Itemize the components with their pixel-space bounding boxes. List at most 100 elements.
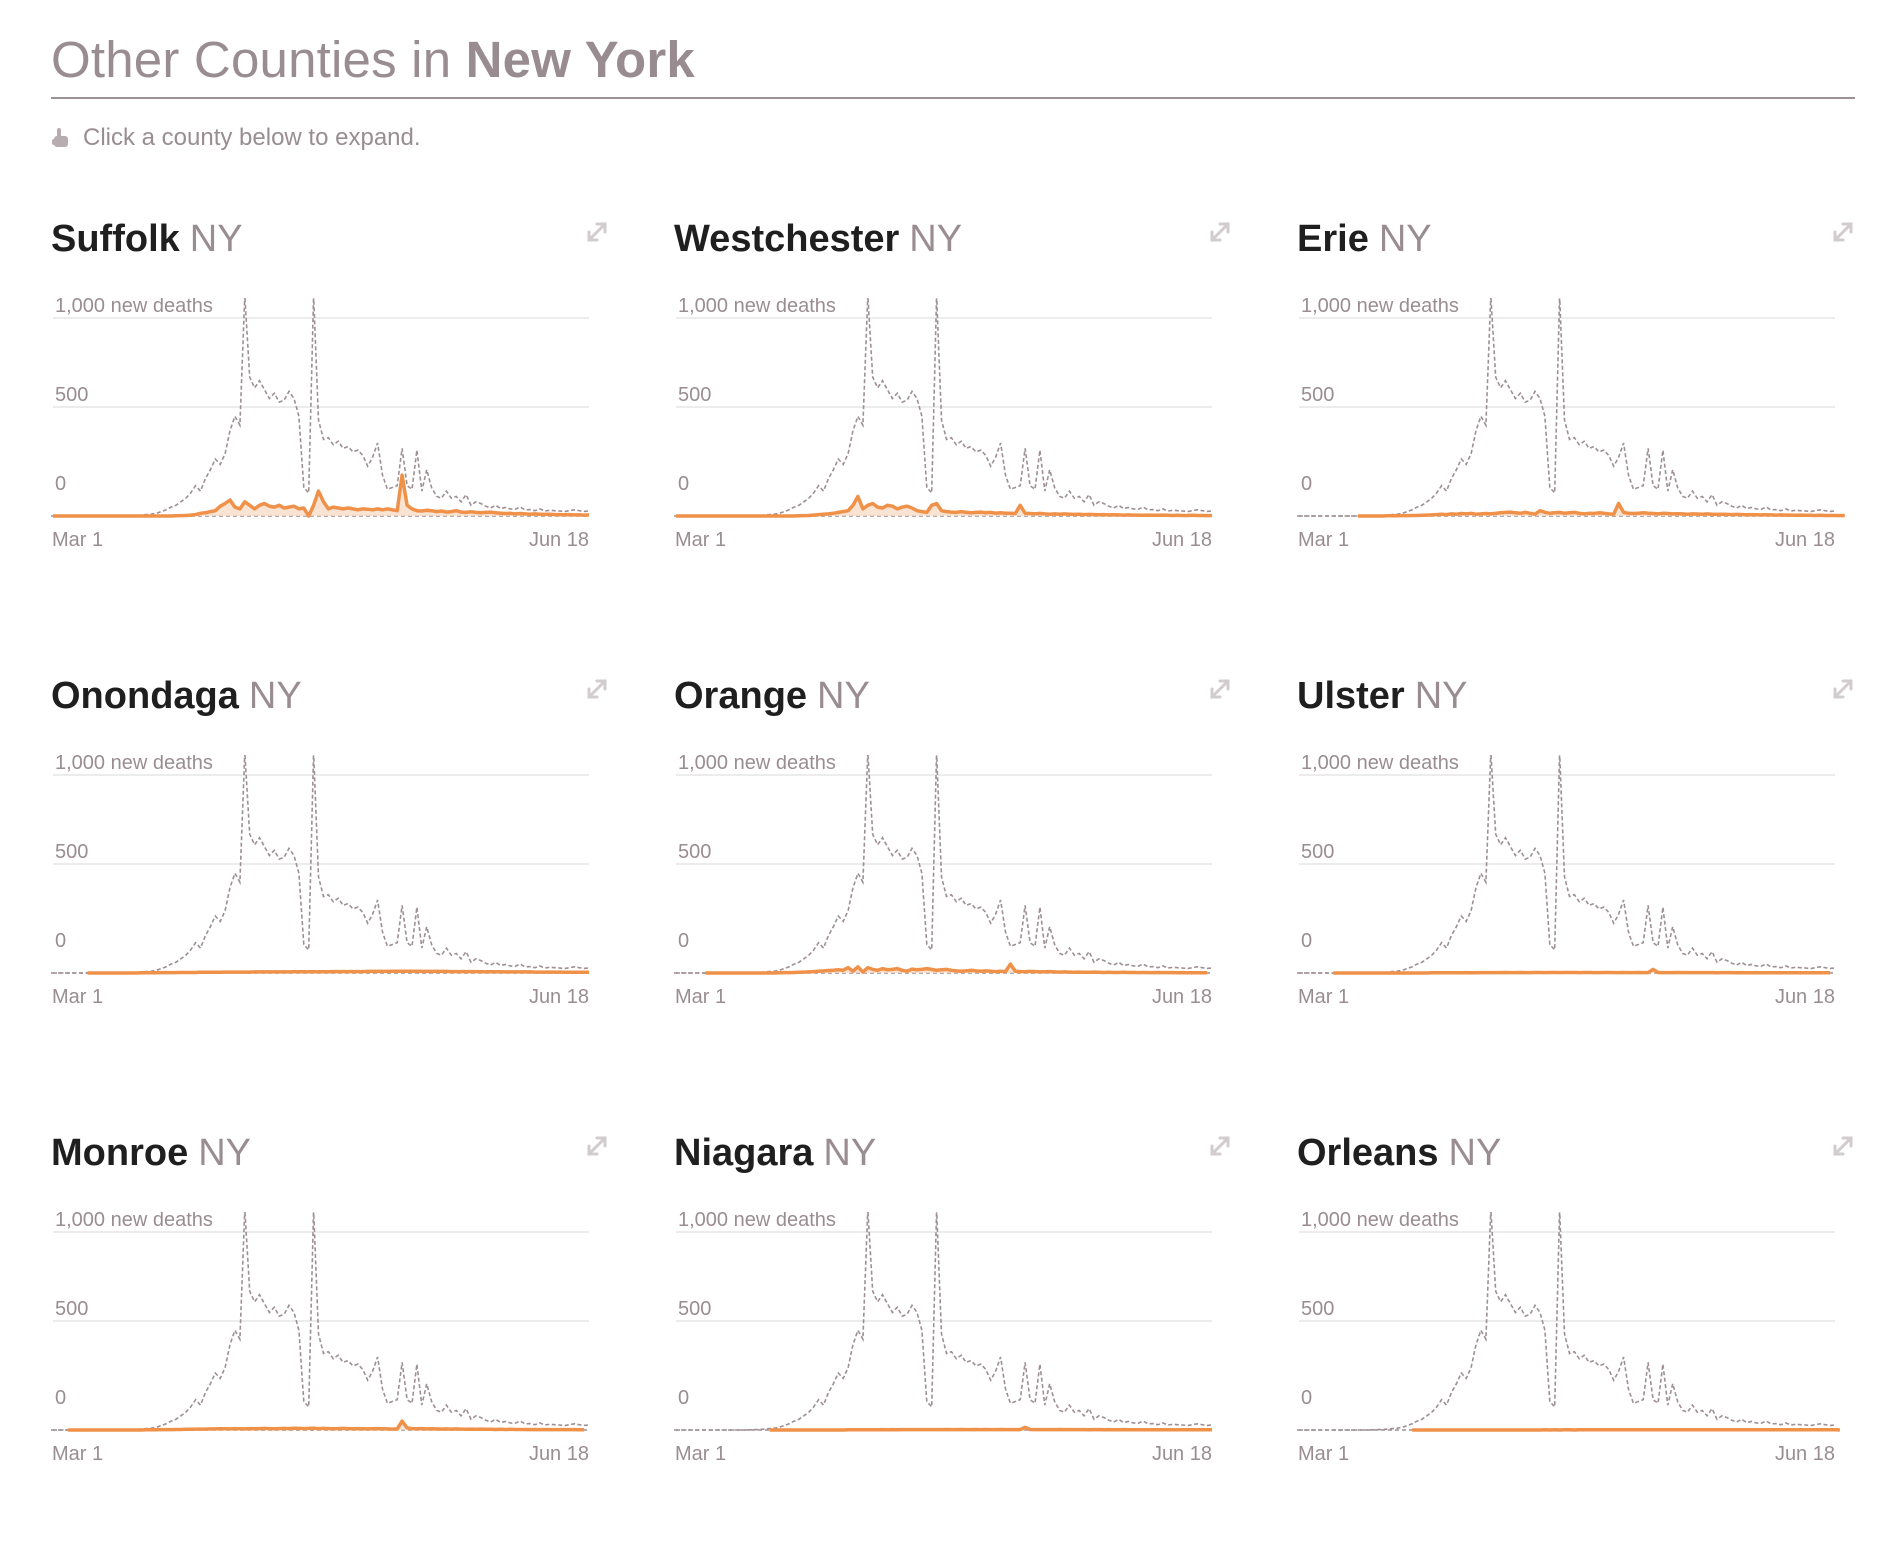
county-chart: 0 500 1,000 new deaths Mar 1 Jun 18 xyxy=(51,298,611,588)
expand-arrows-icon[interactable] xyxy=(1206,218,1234,246)
y-tick-label: 1,000 new deaths xyxy=(678,1212,836,1231)
county-state: NY xyxy=(249,675,302,717)
county-state: NY xyxy=(823,1132,876,1174)
y-tick-label: 0 xyxy=(1301,1387,1312,1409)
x-tick-label: Mar 1 xyxy=(675,1443,726,1465)
county-series-line xyxy=(87,971,589,973)
county-state: NY xyxy=(1449,1132,1502,1174)
expand-arrows-icon[interactable] xyxy=(1829,218,1857,246)
expand-arrows-icon[interactable] xyxy=(583,675,611,703)
y-tick-label: 0 xyxy=(55,1387,66,1409)
county-name: Erie xyxy=(1297,218,1369,260)
y-tick-label: 1,000 new deaths xyxy=(55,298,213,317)
county-chart: 0 500 1,000 new deaths Mar 1 Jun 18 xyxy=(1297,1212,1857,1502)
y-tick-label: 0 xyxy=(1301,930,1312,952)
county-state: NY xyxy=(909,218,962,260)
x-tick-label: Jun 18 xyxy=(1775,986,1835,1008)
y-tick-label: 0 xyxy=(678,473,689,495)
y-tick-label: 1,000 new deaths xyxy=(1301,1212,1459,1231)
county-series-line xyxy=(769,1427,1212,1430)
x-tick-label: Mar 1 xyxy=(1298,529,1349,551)
county-state: NY xyxy=(190,218,243,260)
county-series-area xyxy=(676,496,1212,516)
y-tick-label: 500 xyxy=(55,841,88,863)
expand-arrows-icon[interactable] xyxy=(1206,675,1234,703)
county-chart: 0 500 1,000 new deaths Mar 1 Jun 18 xyxy=(674,1212,1234,1502)
x-tick-label: Jun 18 xyxy=(529,529,589,551)
x-tick-label: Mar 1 xyxy=(52,529,103,551)
expand-arrows-icon[interactable] xyxy=(1206,1132,1234,1160)
expand-arrows-icon[interactable] xyxy=(583,218,611,246)
x-tick-label: Mar 1 xyxy=(1298,1443,1349,1465)
county-name: Onondaga xyxy=(51,675,239,717)
x-tick-label: Jun 18 xyxy=(529,986,589,1008)
expand-arrows-icon[interactable] xyxy=(1829,1132,1857,1160)
county-state: NY xyxy=(1379,218,1432,260)
y-tick-label: 500 xyxy=(55,1298,88,1320)
y-tick-label: 1,000 new deaths xyxy=(678,298,836,317)
y-tick-label: 0 xyxy=(1301,473,1312,495)
x-tick-label: Mar 1 xyxy=(52,1443,103,1465)
x-tick-label: Mar 1 xyxy=(1298,986,1349,1008)
county-state: NY xyxy=(817,675,870,717)
county-name: Orange xyxy=(674,675,807,717)
y-tick-label: 500 xyxy=(1301,841,1334,863)
y-tick-label: 500 xyxy=(1301,1298,1334,1320)
county-state: NY xyxy=(1415,675,1468,717)
expand-arrows-icon[interactable] xyxy=(583,1132,611,1160)
county-chart: 0 500 1,000 new deaths Mar 1 Jun 18 xyxy=(51,1212,611,1502)
x-tick-label: Jun 18 xyxy=(1152,986,1212,1008)
county-chart: 0 500 1,000 new deaths Mar 1 Jun 18 xyxy=(674,755,1234,1045)
x-tick-label: Jun 18 xyxy=(529,1443,589,1465)
county-name: Monroe xyxy=(51,1132,188,1174)
y-tick-label: 1,000 new deaths xyxy=(678,755,836,774)
x-tick-label: Jun 18 xyxy=(1152,1443,1212,1465)
county-name: Ulster xyxy=(1297,675,1405,717)
y-tick-label: 500 xyxy=(678,841,711,863)
y-tick-label: 0 xyxy=(678,930,689,952)
county-chart: 0 500 1,000 new deaths Mar 1 Jun 18 xyxy=(1297,755,1857,1045)
y-tick-label: 500 xyxy=(678,1298,711,1320)
y-tick-label: 1,000 new deaths xyxy=(55,755,213,774)
county-name: Orleans xyxy=(1297,1132,1439,1174)
y-tick-label: 1,000 new deaths xyxy=(1301,298,1459,317)
county-series-line xyxy=(68,1421,584,1430)
y-tick-label: 1,000 new deaths xyxy=(55,1212,213,1231)
county-name: Niagara xyxy=(674,1132,813,1174)
y-tick-label: 500 xyxy=(678,384,711,406)
county-series-line xyxy=(1333,969,1830,973)
county-name: Westchester xyxy=(674,218,899,260)
y-tick-label: 0 xyxy=(678,1387,689,1409)
county-series-line xyxy=(1358,504,1845,517)
x-tick-label: Jun 18 xyxy=(1775,1443,1835,1465)
y-tick-label: 1,000 new deaths xyxy=(1301,755,1459,774)
x-tick-label: Mar 1 xyxy=(675,986,726,1008)
y-tick-label: 500 xyxy=(55,384,88,406)
y-tick-label: 0 xyxy=(55,930,66,952)
expand-arrows-icon[interactable] xyxy=(1829,675,1857,703)
y-tick-label: 0 xyxy=(55,473,66,495)
